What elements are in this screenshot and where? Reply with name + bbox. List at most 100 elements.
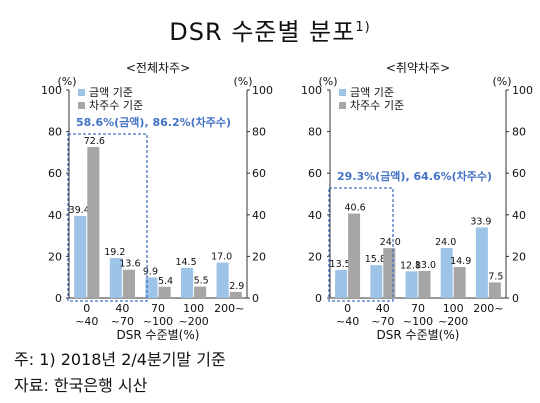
bar-amount bbox=[180, 267, 194, 298]
legend-label-borrowers: 차주수 기준 bbox=[350, 99, 404, 112]
footnote: 주: 1) 2018년 2/4분기말 기준 bbox=[14, 350, 226, 369]
bar-borrowers bbox=[87, 146, 100, 298]
y-tick-left: 0 bbox=[55, 292, 62, 305]
annotation-share: 58.6%(금액), 86.2%(차주수) bbox=[76, 115, 231, 129]
data-label-amount: 13.5 bbox=[330, 259, 351, 270]
x-tick-label: 70 bbox=[151, 302, 165, 315]
data-label-amount: 9.9 bbox=[143, 266, 158, 277]
y-tick-right: 60 bbox=[252, 167, 266, 180]
chart-title: DSR 수준별 분포1) bbox=[0, 12, 540, 47]
x-tick-label: 100 bbox=[183, 302, 204, 315]
y-axis-right-unit: (%) bbox=[492, 75, 511, 88]
legend-swatch-amount bbox=[78, 89, 85, 96]
data-label-borrowers: 14.9 bbox=[450, 256, 471, 267]
x-tick-label: 40 bbox=[376, 302, 390, 315]
y-tick-left: 80 bbox=[48, 126, 62, 139]
data-label-amount: 14.5 bbox=[175, 257, 196, 268]
data-label-borrowers: 7.5 bbox=[488, 271, 503, 282]
bar-borrowers bbox=[229, 291, 242, 298]
bar-borrowers bbox=[453, 267, 466, 298]
bar-amount bbox=[145, 277, 158, 298]
annotation-share: 29.3%(금액), 64.6%(차주수) bbox=[337, 169, 492, 183]
x-tick-label-sub: ~70 bbox=[371, 315, 394, 328]
bar-borrowers bbox=[348, 213, 361, 298]
chart-title-footnote-mark: 1) bbox=[355, 20, 371, 35]
y-tick-left: 20 bbox=[308, 250, 322, 263]
y-tick-left: 100 bbox=[301, 84, 322, 97]
data-label-borrowers: 72.6 bbox=[84, 136, 105, 147]
y-tick-left: 0 bbox=[315, 292, 322, 305]
y-axis-right-unit: (%) bbox=[233, 75, 252, 88]
y-tick-left: 20 bbox=[48, 250, 62, 263]
x-axis-title: DSR 수준별(%) bbox=[117, 328, 200, 342]
bar-amount bbox=[109, 258, 122, 298]
bar-borrowers bbox=[158, 286, 171, 298]
x-axis-title: DSR 수준별(%) bbox=[377, 328, 460, 342]
legend-swatch-borrowers bbox=[78, 102, 85, 109]
x-tick-label: 200~ bbox=[214, 302, 244, 315]
y-tick-left: 80 bbox=[308, 126, 322, 139]
y-tick-left: 100 bbox=[41, 84, 62, 97]
y-axis-left-unit: (%) bbox=[57, 75, 76, 88]
bar-borrowers bbox=[383, 248, 396, 298]
bar-amount bbox=[370, 265, 383, 298]
chart-title-text: DSR 수준별 분포 bbox=[169, 18, 356, 46]
annotation-highlight-box bbox=[328, 187, 394, 302]
y-tick-right: 80 bbox=[252, 126, 266, 139]
y-tick-right: 80 bbox=[512, 126, 526, 139]
y-tick-right: 0 bbox=[512, 292, 519, 305]
x-tick-label-sub: ~40 bbox=[336, 315, 359, 328]
x-tick-label: 40 bbox=[115, 302, 129, 315]
bar-amount bbox=[405, 271, 418, 298]
bar-amount bbox=[216, 262, 229, 298]
y-tick-right: 100 bbox=[252, 84, 273, 97]
bar-amount bbox=[335, 269, 348, 298]
data-label-amount: 15.8 bbox=[365, 254, 386, 265]
y-tick-right: 40 bbox=[252, 209, 266, 222]
bar-amount bbox=[475, 227, 488, 298]
y-tick-right: 60 bbox=[512, 167, 526, 180]
data-label-borrowers: 2.9 bbox=[229, 281, 244, 292]
y-tick-left: 60 bbox=[48, 167, 62, 180]
bar-borrowers bbox=[488, 282, 501, 298]
y-tick-right: 40 bbox=[512, 209, 526, 222]
annotation-highlight-box bbox=[67, 133, 148, 302]
data-label-amount: 33.9 bbox=[470, 216, 491, 227]
panel-title: <전체차주> bbox=[126, 61, 190, 75]
x-tick-label: 0 bbox=[344, 302, 351, 315]
x-tick-label-sub: ~200 bbox=[438, 315, 468, 328]
bar-borrowers bbox=[418, 270, 431, 298]
x-tick-label: 0 bbox=[83, 302, 90, 315]
bar-amount bbox=[74, 216, 87, 298]
data-label-amount: 17.0 bbox=[211, 252, 232, 263]
x-tick-label-sub: ~70 bbox=[111, 315, 134, 328]
data-label-amount: 19.2 bbox=[104, 247, 125, 258]
legend-swatch-amount bbox=[339, 89, 346, 96]
data-label-amount: 12.8 bbox=[400, 260, 421, 271]
data-label-borrowers: 13.0 bbox=[415, 260, 436, 271]
data-label-amount: 24.0 bbox=[435, 237, 456, 248]
data-label-amount: 39.4 bbox=[69, 205, 90, 216]
panel-title: <취약차주> bbox=[386, 60, 450, 75]
legend-label-amount: 금액 기준 bbox=[89, 86, 133, 99]
legend-label-borrowers: 차주수 기준 bbox=[89, 99, 143, 112]
x-tick-label-sub: ~200 bbox=[178, 315, 208, 328]
source-note: 자료: 한국은행 시산 bbox=[14, 376, 148, 395]
data-label-borrowers: 13.6 bbox=[119, 259, 140, 270]
y-tick-right: 0 bbox=[252, 292, 259, 305]
y-tick-right: 20 bbox=[512, 250, 526, 263]
data-label-borrowers: 24.0 bbox=[380, 237, 401, 248]
x-tick-label: 100 bbox=[443, 302, 464, 315]
y-tick-left: 40 bbox=[308, 209, 322, 222]
y-tick-left: 40 bbox=[48, 209, 62, 222]
bar-borrowers bbox=[194, 286, 207, 298]
data-label-borrowers: 5.4 bbox=[158, 276, 173, 287]
x-tick-label: 70 bbox=[411, 302, 425, 315]
y-tick-right: 20 bbox=[252, 250, 266, 263]
x-tick-label: 200~ bbox=[473, 302, 503, 315]
y-tick-left: 60 bbox=[308, 167, 322, 180]
bar-amount bbox=[440, 248, 453, 298]
legend-label-amount: 금액 기준 bbox=[350, 86, 394, 99]
x-tick-label-sub: ~100 bbox=[143, 315, 173, 328]
